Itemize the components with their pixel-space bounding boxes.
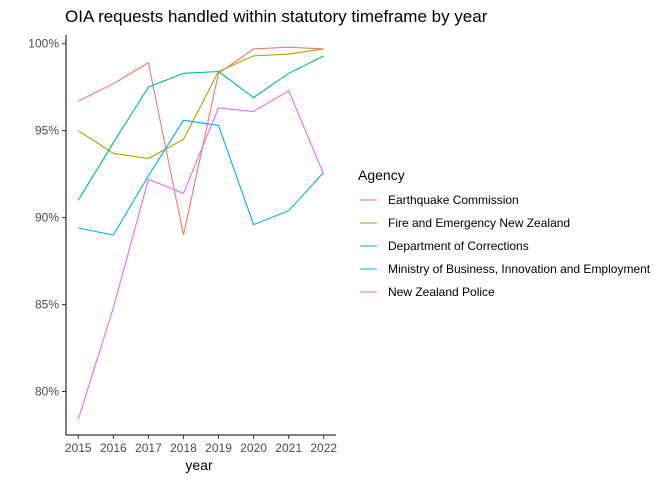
legend-label-3: Department of Corrections <box>388 239 529 253</box>
x-tick-label: 2016 <box>100 441 127 455</box>
y-tick-label: 85% <box>35 298 59 312</box>
legend-label-4: Ministry of Business, Innovation and Emp… <box>388 262 651 276</box>
legend-label-2: Fire and Emergency New Zealand <box>388 216 570 230</box>
legend-title: Agency <box>358 167 405 183</box>
series-line-1 <box>78 46 324 236</box>
series-line-3 <box>77 55 324 201</box>
x-tick-label: 2018 <box>170 441 197 455</box>
x-tick-label: 2019 <box>205 441 232 455</box>
legend: Agency Earthquake Commission Fire and Eme… <box>358 167 651 299</box>
series-line-2 <box>78 48 324 160</box>
legend-label-1: Earthquake Commission <box>388 193 519 207</box>
y-tick-label: 90% <box>35 211 59 225</box>
legend-label-5: New Zealand Police <box>388 285 495 299</box>
chart-title: OIA requests handled within statutory ti… <box>65 7 488 26</box>
series-line-4 <box>78 119 325 236</box>
y-tick-label: 80% <box>35 385 59 399</box>
x-axis-title: year <box>185 457 213 473</box>
x-tick-label: 2015 <box>65 441 92 455</box>
x-tick-label: 2020 <box>240 441 267 455</box>
x-tick-label: 2017 <box>135 441 162 455</box>
x-axis: 2015 2016 2017 2018 2019 2020 2021 2022 <box>65 434 337 455</box>
series-line-5 <box>77 89 325 420</box>
x-tick-label: 2022 <box>310 441 337 455</box>
y-tick-label: 95% <box>35 124 59 138</box>
series-lines <box>77 46 325 420</box>
y-tick-label: 100% <box>28 37 59 51</box>
x-tick-label: 2021 <box>275 441 302 455</box>
y-axis: 80% 85% 90% 95% 100% <box>28 35 67 435</box>
